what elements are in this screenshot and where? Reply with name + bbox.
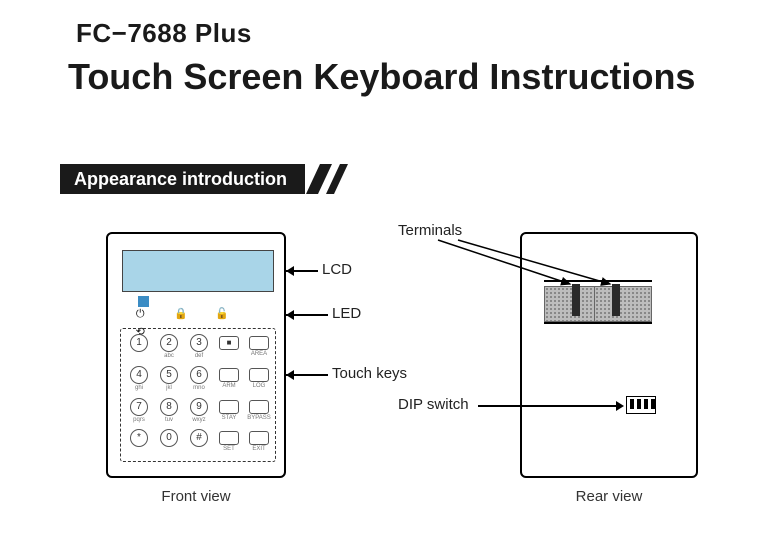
lock-closed-icon: 🔒 [163, 307, 199, 320]
lcd-screen [122, 250, 274, 292]
dip-switch [626, 396, 656, 414]
touch-keys-label: Touch keys [332, 365, 407, 382]
dip-switch-label: DIP switch [398, 396, 469, 413]
section-heading-text: Appearance introduction [60, 164, 305, 194]
rear-view-caption: Rear view [520, 488, 698, 505]
key: 7pqrs [127, 398, 151, 427]
key: * [127, 429, 151, 458]
key: 0 [157, 429, 181, 458]
key: 2abc [157, 334, 181, 363]
section-heading-bar: Appearance introduction [60, 164, 341, 194]
keypad-outline: 12abc3def■AREA 4ghi5jkl6mnoARMLOG 7pqrs8tu… [120, 328, 276, 462]
key: 9wxyz [187, 398, 211, 427]
led-label: LED [332, 305, 361, 322]
key: LOG [247, 366, 271, 395]
front-view-device: ⏻ 🔒 🔓 ⟲ 12abc3def■AREA 4ghi5jkl6mnoARMLOG… [106, 232, 286, 478]
key: BYPASS [247, 398, 271, 427]
key: 5jkl [157, 366, 181, 395]
page-title: Touch Screen Keyboard Instructions [68, 56, 695, 98]
key: EXIT [247, 429, 271, 458]
terminals-arrows [398, 236, 658, 306]
key: 1 [127, 334, 151, 363]
key: 6mno [187, 366, 211, 395]
front-view-caption: Front view [106, 488, 286, 505]
key: 4ghi [127, 366, 151, 395]
key: 8tuv [157, 398, 181, 427]
led-row: ⏻ 🔒 🔓 ⟲ [122, 304, 274, 324]
keypad-grid: 12abc3def■AREA 4ghi5jkl6mnoARMLOG 7pqrs8tu… [127, 334, 271, 458]
key: SET [217, 429, 241, 458]
key: AREA [247, 334, 271, 363]
model-number: FC−7688 Plus [76, 18, 252, 49]
key: STAY [217, 398, 241, 427]
power-icon: ⏻ [122, 308, 158, 321]
lcd-label: LCD [322, 261, 352, 278]
key: ARM [217, 366, 241, 395]
key: 3def [187, 334, 211, 363]
key: # [187, 429, 211, 458]
lock-open-icon: 🔓 [204, 307, 240, 320]
key: ■ [217, 334, 241, 363]
